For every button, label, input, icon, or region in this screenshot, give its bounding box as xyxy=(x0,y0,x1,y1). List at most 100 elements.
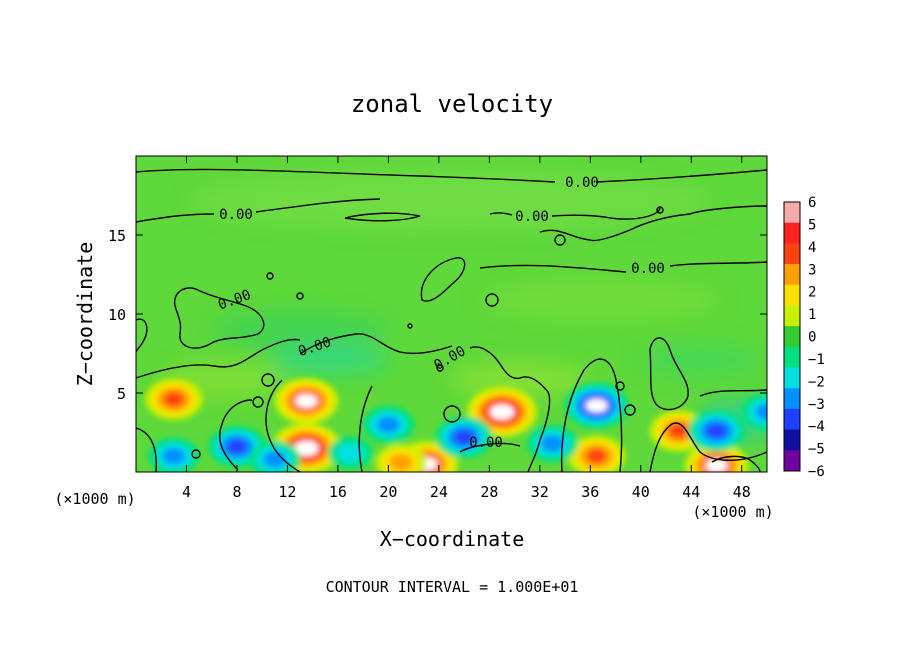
contour-line xyxy=(539,205,767,242)
contour-line xyxy=(344,212,421,222)
negative-anomaly xyxy=(687,410,746,452)
contour-line xyxy=(407,323,413,329)
x-tick-label: 24 xyxy=(430,483,448,501)
x-unit-right: (×1000 m) xyxy=(692,503,773,521)
x-tick-label: 32 xyxy=(531,483,549,501)
contour-label: 0.00 xyxy=(565,175,599,191)
colorbar-swatch xyxy=(784,305,800,327)
colorbar-label: −5 xyxy=(808,442,825,458)
colorbar-frame xyxy=(783,201,801,472)
positive-anomaly xyxy=(375,443,427,472)
contour-line xyxy=(173,287,265,349)
contour-line xyxy=(252,396,264,408)
contour-line xyxy=(711,455,761,472)
contour-line xyxy=(136,198,381,223)
contour-line xyxy=(136,168,767,183)
colorbar-swatch xyxy=(784,367,800,389)
y-tick-label: 15 xyxy=(108,227,126,245)
x-axis-label: X−coordinate xyxy=(380,527,525,551)
contour-line xyxy=(420,257,466,302)
colorbar-swatch xyxy=(784,429,800,451)
contour-line xyxy=(261,373,275,387)
x-unit-left: (×1000 m) xyxy=(54,490,135,508)
positive-anomaly xyxy=(567,435,626,472)
contour-line xyxy=(191,449,201,459)
colorbar-swatch xyxy=(784,243,800,265)
contour-line xyxy=(615,381,625,391)
contour-label: 0.00 xyxy=(631,261,665,277)
contour-line xyxy=(299,333,453,355)
colorbar-swatch xyxy=(784,388,800,410)
contour-line xyxy=(469,346,551,472)
negative-anomaly xyxy=(741,393,767,431)
contour-line xyxy=(554,234,566,246)
plot-area: 0.00 0.00 0.00 0.00 0.00 0.00 0.00 0.00 xyxy=(135,155,768,473)
contour-line xyxy=(219,399,253,471)
negative-anomaly xyxy=(362,406,414,444)
colorbar-label: −1 xyxy=(808,352,825,368)
colorbar-label: 5 xyxy=(808,217,816,233)
contour-lines xyxy=(136,168,767,472)
contour-line xyxy=(266,272,274,280)
colorbar-label: −6 xyxy=(808,464,825,480)
contour-line xyxy=(649,337,689,411)
x-tick-label: 8 xyxy=(232,483,241,501)
contour-line xyxy=(485,293,499,307)
colorbar-swatch xyxy=(784,450,800,472)
positive-anomaly xyxy=(145,378,203,421)
contour-line xyxy=(699,389,767,397)
negative-anomaly xyxy=(435,416,493,459)
negative-anomaly xyxy=(148,437,200,472)
negative-anomaly xyxy=(328,436,373,470)
contour-line xyxy=(136,427,157,472)
positive-anomaly xyxy=(274,377,339,424)
contour-line xyxy=(136,338,301,379)
x-tick-label: 20 xyxy=(379,483,397,501)
x-tick-label: 44 xyxy=(682,483,700,501)
colorbar-swatch xyxy=(784,222,800,244)
contour-line xyxy=(560,358,623,472)
x-tick-label: 48 xyxy=(733,483,751,501)
negative-anomaly xyxy=(249,440,301,472)
negative-anomaly xyxy=(564,382,629,429)
contour-line xyxy=(358,385,373,472)
colorbar-label: 1 xyxy=(808,307,816,323)
negative-anomaly xyxy=(208,425,266,468)
x-tick-label: 4 xyxy=(182,483,191,501)
contour-label: 0.00 xyxy=(219,207,253,223)
x-tick-label: 12 xyxy=(278,483,296,501)
contour-interval-note: CONTOUR INTERVAL = 1.000E+01 xyxy=(326,578,579,596)
colorbar-label: −2 xyxy=(808,374,825,390)
y-axis-label: Z−coordinate xyxy=(73,242,97,387)
colorbar-label: 6 xyxy=(808,195,816,211)
colorbar-swatch xyxy=(784,202,800,224)
contour-line xyxy=(436,364,444,372)
colorbar-label: 3 xyxy=(808,262,816,278)
colorbar: 6 5 4 3 2 1 0 −1 −2 −3 −4 −5 −6 xyxy=(783,195,825,480)
contour-line xyxy=(479,261,767,273)
contour-line xyxy=(136,318,148,353)
chart-title: zonal velocity xyxy=(351,90,553,118)
contour-line xyxy=(656,206,664,214)
contour-line xyxy=(296,292,304,300)
colorbar-swatch xyxy=(784,346,800,369)
x-axis: 4 8 12 16 20 24 28 32 36 40 44 48 xyxy=(182,156,751,501)
colorbar-label: 0 xyxy=(808,330,816,346)
colorbar-label: 2 xyxy=(808,285,816,301)
y-tick-label: 5 xyxy=(117,385,126,403)
y-axis: 5 10 15 xyxy=(108,227,767,403)
contour-line xyxy=(265,379,301,472)
y-tick-label: 10 xyxy=(108,306,126,324)
contour-line xyxy=(489,207,661,220)
x-tick-label: 36 xyxy=(581,483,599,501)
colorbar-swatch xyxy=(784,264,800,286)
x-tick-label: 16 xyxy=(329,483,347,501)
colorbar-swatch xyxy=(784,408,800,431)
colorbar-swatch xyxy=(784,326,800,348)
colorbar-swatch xyxy=(784,284,800,306)
colorbar-label: −3 xyxy=(808,397,825,413)
x-tick-label: 40 xyxy=(632,483,650,501)
contour-label: 0.00 xyxy=(469,435,503,451)
contour-label: 0.00 xyxy=(515,209,549,225)
